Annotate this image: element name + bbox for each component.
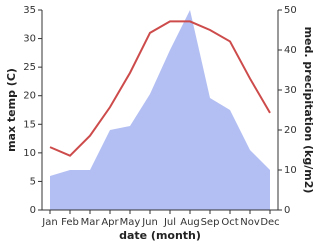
y2-tick-label: 10: [284, 165, 297, 176]
precipitation-area: [50, 10, 270, 210]
x-tick-label: Jan: [41, 217, 57, 228]
x-tick-label: Oct: [221, 217, 238, 228]
x-tick-label: Apr: [101, 217, 119, 228]
y-tick-label: 0: [30, 205, 36, 216]
x-tick-label: Jun: [141, 217, 158, 228]
y-tick-label: 15: [23, 119, 36, 130]
y-axis-label: max temp (C): [5, 68, 18, 152]
y-tick-label: 20: [23, 91, 36, 102]
y2-tick-label: 20: [284, 125, 297, 136]
x-tick-label: Mar: [81, 217, 101, 228]
x-tick-label: Jul: [163, 217, 176, 228]
y2-tick-label: 30: [284, 85, 297, 96]
temp-line: [49, 20, 271, 157]
x-tick-label: Nov: [240, 217, 260, 228]
x-axis-label: date (month): [119, 229, 201, 242]
y-tick-label: 30: [23, 34, 36, 45]
x-tick-label: Dec: [260, 217, 279, 228]
y2-tick-label: 40: [284, 45, 297, 56]
x-tick-label: Feb: [61, 217, 79, 228]
y-tick-label: 25: [23, 62, 36, 73]
y-tick-label: 35: [23, 5, 36, 16]
y2-tick-label: 0: [284, 205, 290, 216]
x-tick-label: Sep: [201, 217, 220, 228]
y-tick-label: 5: [30, 176, 36, 187]
x-tick-label: May: [120, 217, 141, 228]
y2-tick-label: 50: [284, 5, 297, 16]
x-tick-label: Aug: [180, 217, 200, 228]
y2-axis-label: med. precipitation (kg/m2): [302, 27, 315, 194]
y-tick-label: 10: [23, 148, 36, 159]
